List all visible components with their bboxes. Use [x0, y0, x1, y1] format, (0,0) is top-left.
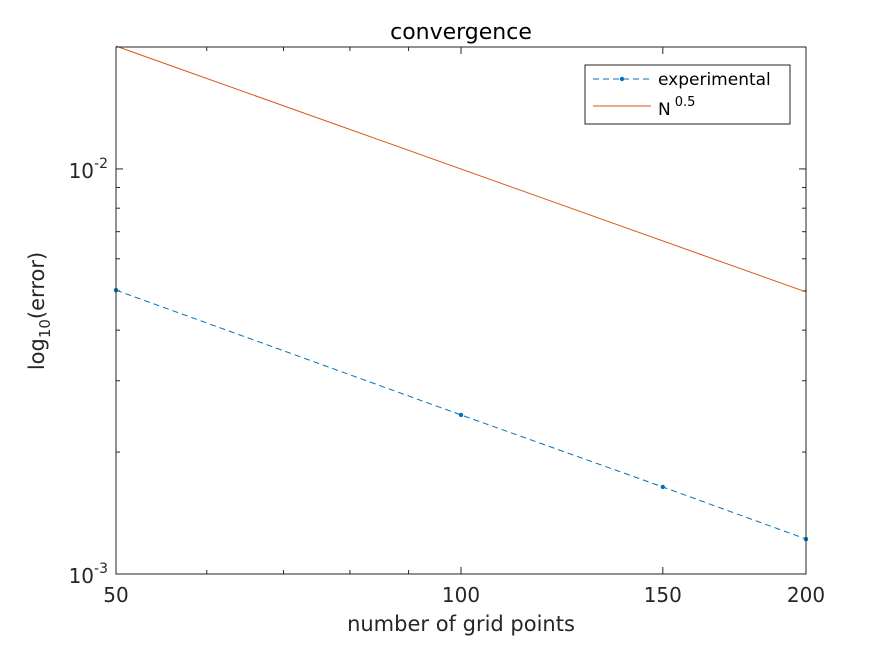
x-tick-labels: 50 100 150 200: [103, 583, 825, 607]
y-axis-label-base: log: [25, 338, 49, 370]
y-tick-label: 10-2: [69, 156, 108, 183]
series-experimental-point: [660, 484, 666, 490]
x-tick-label: 50: [103, 583, 128, 607]
series-experimental-point: [458, 412, 464, 418]
y-tick-label-base: 10: [69, 159, 94, 183]
legend-n-base: N: [658, 100, 671, 120]
y-tick-label-exponent: -3: [94, 561, 108, 577]
legend: experimental N 0.5: [584, 64, 791, 125]
series-n-reference-line: [115, 45, 807, 293]
y-tick-label: 10-3: [69, 561, 108, 588]
legend-n-label: N 0.5: [658, 95, 695, 120]
y-axis-label-tail: (error): [25, 252, 49, 319]
y-axis-label-subscript: 10: [36, 319, 54, 338]
legend-experimental-marker: [619, 76, 625, 82]
x-tick-label: 100: [442, 583, 480, 607]
y-tick-label-base: 10: [69, 564, 94, 588]
axes-box: [115, 46, 807, 575]
chart-title: convergence: [390, 20, 532, 45]
y-tick-labels: 10-310-2: [69, 156, 108, 588]
legend-n-exponent: 0.5: [675, 95, 696, 110]
plot-area: [116, 47, 806, 574]
y-axis-label: log10(error): [25, 252, 54, 370]
y-tick-label-exponent: -2: [94, 156, 108, 172]
tick-marks: [115, 47, 807, 575]
x-axis-label: number of grid points: [347, 612, 575, 636]
x-tick-label: 200: [787, 583, 825, 607]
legend-experimental-label: experimental: [658, 70, 771, 90]
legend-box: [584, 64, 791, 125]
series-experimental-line: [115, 289, 807, 540]
x-tick-label: 150: [644, 583, 682, 607]
